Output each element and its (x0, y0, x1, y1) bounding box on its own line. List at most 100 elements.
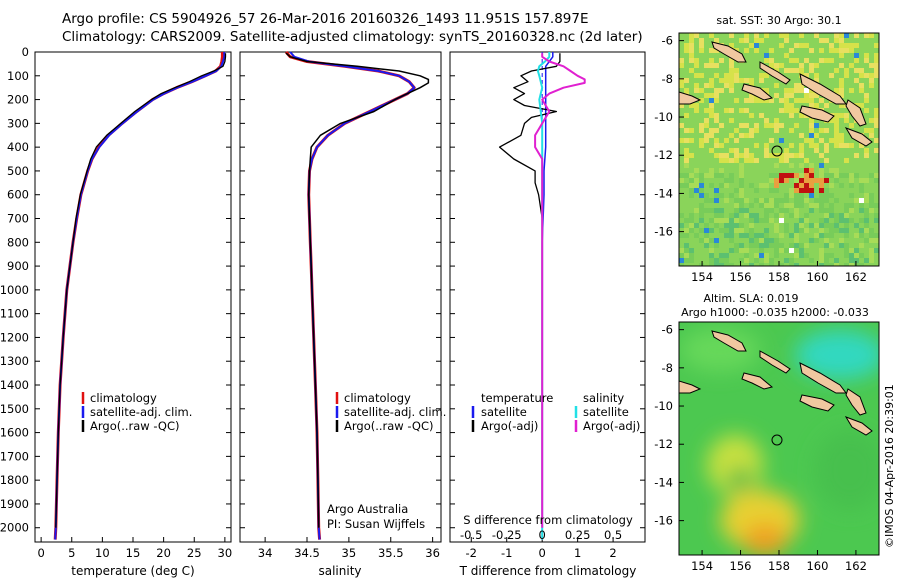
sst-pixel (739, 178, 744, 183)
sst-pixel (824, 143, 829, 148)
s-difference-label: S difference from climatology (463, 513, 633, 527)
sst-pixel (709, 83, 714, 88)
sst-pixel (809, 128, 814, 133)
sst-pixel (864, 33, 869, 38)
sst-pixel (714, 98, 719, 103)
salinity-lines (284, 51, 430, 540)
s-difference-tick-label: 0.25 (565, 528, 591, 542)
sst-pixel (759, 198, 764, 203)
sst-pixel (709, 98, 714, 103)
sst-pixel (799, 83, 804, 88)
sst-pixel (769, 63, 774, 68)
island-malaita (845, 99, 867, 127)
sst-pixel (769, 243, 774, 248)
series-line-temperature-satellite (541, 52, 554, 540)
sst-pixel (789, 108, 794, 113)
sst-pixel (844, 173, 849, 178)
map-lat-tick-label: -14 (654, 186, 673, 200)
sst-pixel (739, 133, 744, 138)
sst-pixel (724, 78, 729, 83)
sst-pixel (819, 208, 824, 213)
sst-pixel (744, 108, 749, 113)
sst-pixel (729, 248, 734, 253)
t-difference-x-tick-label: 2 (609, 546, 616, 560)
sst-pixel (764, 148, 769, 153)
sst-pixel (759, 78, 764, 83)
sst-pixel (784, 108, 789, 113)
sst-pixel (684, 248, 689, 253)
sst-pixel (824, 208, 829, 213)
sst-pixel (679, 223, 684, 228)
sst-pixel (799, 63, 804, 68)
sst-pixel (709, 173, 714, 178)
sst-pixel (869, 238, 874, 243)
sst-pixel (839, 138, 844, 143)
sst-pixel (759, 183, 764, 188)
sst-pixel (709, 228, 714, 233)
sst-pixel (839, 143, 844, 148)
sst-pixel (824, 158, 829, 163)
sst-pixel (839, 33, 844, 38)
credit-org: Argo Australia (327, 502, 408, 516)
sst-pixel (714, 208, 719, 213)
sla-map: Altim. SLA: 0.019 Argo h1000: -0.035 h20… (654, 292, 880, 573)
difference-panel-frame (449, 51, 646, 543)
sst-pixel (774, 128, 779, 133)
sst-pixel (779, 198, 784, 203)
sst-pixel (844, 203, 849, 208)
sst-pixel (834, 218, 839, 223)
sst-pixel (694, 63, 699, 68)
sst-pixel (684, 233, 689, 238)
sst-pixel (819, 263, 824, 266)
island-choiseul (759, 350, 791, 374)
sst-pixel (744, 213, 749, 218)
sst-pixel (759, 73, 764, 78)
sst-pixel (819, 193, 824, 198)
sst-pixel (794, 228, 799, 233)
sst-pixel (709, 183, 714, 188)
sst-pixel (709, 208, 714, 213)
sst-pixel (789, 163, 794, 168)
sst-pixel (714, 138, 719, 143)
sst-pixel (809, 48, 814, 53)
sst-pixel (729, 158, 734, 163)
sst-pixel (749, 183, 754, 188)
sst-pixel (739, 108, 744, 113)
sst-pixel (679, 248, 684, 253)
sst-pixel (869, 198, 874, 203)
sst-pixel (789, 213, 794, 218)
sst-pixel (854, 263, 859, 266)
sst-pixel (849, 263, 854, 266)
sst-pixel (684, 43, 689, 48)
sst-pixel (784, 198, 789, 203)
island-new-georgia (741, 83, 774, 101)
sst-pixel (789, 103, 794, 108)
s-difference-ticks: -0.5 -0.25 0 0.25 0.5 (460, 528, 622, 542)
legend-satellite-label: satellite-adj. clim. (344, 405, 446, 419)
sst-pixel (829, 73, 834, 78)
sst-pixel (689, 253, 694, 258)
sst-pixel (794, 123, 799, 128)
sst-pixel (694, 58, 699, 63)
sst-pixel (784, 178, 789, 183)
sst-pixel (824, 173, 829, 178)
sst-pixel (824, 188, 829, 193)
sst-pixel (744, 153, 749, 158)
sst-pixel (774, 163, 779, 168)
island-bougainville (711, 330, 747, 352)
sst-pixel (769, 123, 774, 128)
sst-pixel (684, 138, 689, 143)
sst-pixel (684, 78, 689, 83)
salinity-legend: climatology satellite-adj. clim. Argo(..… (335, 391, 446, 433)
sst-pixel (769, 188, 774, 193)
sst-pixel (689, 213, 694, 218)
map-lon-tick-label: 160 (806, 559, 828, 573)
sst-pixel (864, 98, 869, 103)
sst-pixel (779, 178, 784, 183)
sst-pixel (679, 183, 684, 188)
sst-pixel (819, 48, 824, 53)
sst-pixel (784, 103, 789, 108)
sst-pixel (749, 223, 754, 228)
sst-pixel (799, 173, 804, 178)
sst-pixel (804, 213, 809, 218)
